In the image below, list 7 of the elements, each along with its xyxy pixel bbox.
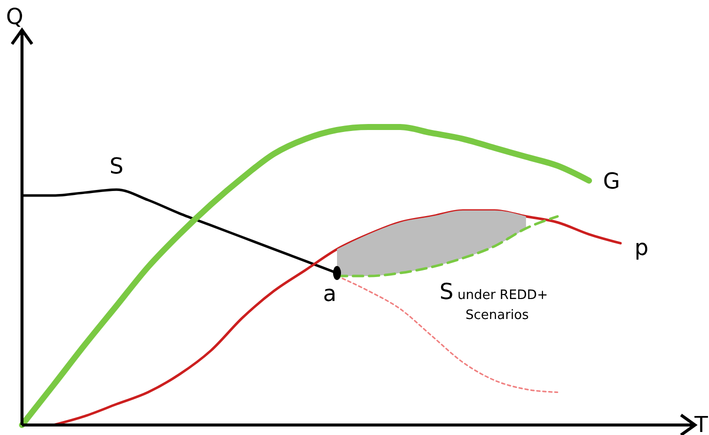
series-label: S [110,154,124,180]
series-label: S under REDD+ Scenarios [440,280,548,324]
series-label: G [603,170,620,195]
series-label: p [634,236,648,262]
annotation: a [323,282,336,308]
y-axis-title: Q [6,5,24,30]
x-axis-title: T [694,413,709,435]
